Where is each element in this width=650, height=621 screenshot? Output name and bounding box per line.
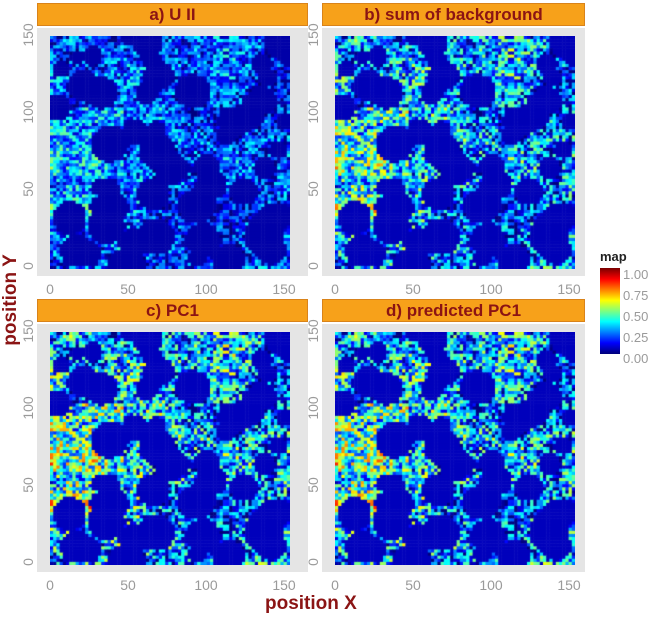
legend-title: map bbox=[600, 249, 627, 264]
heatmap-tiles bbox=[50, 332, 290, 565]
y-tick-label: 50 bbox=[305, 181, 321, 197]
y-tick-label: 0 bbox=[305, 558, 321, 566]
x-tick-label: 50 bbox=[405, 281, 421, 297]
x-axis-title: position X bbox=[265, 593, 357, 614]
x-tick-label: 100 bbox=[479, 281, 503, 297]
y-tick-label: 150 bbox=[20, 23, 36, 47]
heatmap-tiles bbox=[335, 36, 575, 269]
colorbar-tick-label: 0.50 bbox=[623, 309, 649, 324]
y-tick-label: 50 bbox=[20, 181, 36, 197]
y-tick-label: 50 bbox=[305, 477, 321, 493]
x-tick-label: 0 bbox=[331, 577, 339, 593]
colorbar-tick-label: 0.25 bbox=[623, 330, 649, 345]
x-tick-label: 100 bbox=[194, 281, 218, 297]
colorbar-tick-label: 1.00 bbox=[623, 267, 649, 282]
heatmap-tiles bbox=[50, 36, 290, 269]
x-tick-label: 150 bbox=[557, 577, 581, 593]
x-tick-label: 50 bbox=[120, 281, 136, 297]
y-tick-label: 150 bbox=[20, 319, 36, 343]
x-tick-label: 100 bbox=[194, 577, 218, 593]
x-tick-label: 50 bbox=[405, 577, 421, 593]
colorbar-tick-label: 0.75 bbox=[623, 288, 649, 303]
x-tick-label: 0 bbox=[331, 281, 339, 297]
colorbar bbox=[600, 268, 620, 354]
y-tick-label: 150 bbox=[305, 23, 321, 47]
x-tick-label: 50 bbox=[120, 577, 136, 593]
y-tick-label: 150 bbox=[305, 319, 321, 343]
y-tick-label: 100 bbox=[20, 396, 36, 420]
x-tick-label: 150 bbox=[557, 281, 581, 297]
x-tick-label: 0 bbox=[46, 281, 54, 297]
x-tick-label: 0 bbox=[46, 577, 54, 593]
heatmap-tiles bbox=[335, 332, 575, 565]
y-tick-label: 0 bbox=[20, 558, 36, 566]
y-axis-title: position Y bbox=[0, 254, 21, 346]
y-tick-label: 100 bbox=[20, 100, 36, 124]
y-tick-label: 100 bbox=[305, 100, 321, 124]
y-tick-label: 0 bbox=[20, 262, 36, 270]
x-tick-label: 150 bbox=[272, 577, 296, 593]
panel-title: d) predicted PC1 bbox=[322, 299, 585, 322]
y-tick-label: 100 bbox=[305, 396, 321, 420]
colorbar-tick-label: 0.00 bbox=[623, 351, 649, 366]
x-tick-label: 100 bbox=[479, 577, 503, 593]
panel-title: a) U II bbox=[37, 3, 308, 26]
x-tick-label: 150 bbox=[272, 281, 296, 297]
y-tick-label: 50 bbox=[20, 477, 36, 493]
y-tick-label: 0 bbox=[305, 262, 321, 270]
panel-title: b) sum of background bbox=[322, 3, 585, 26]
panel-title: c) PC1 bbox=[37, 299, 308, 322]
